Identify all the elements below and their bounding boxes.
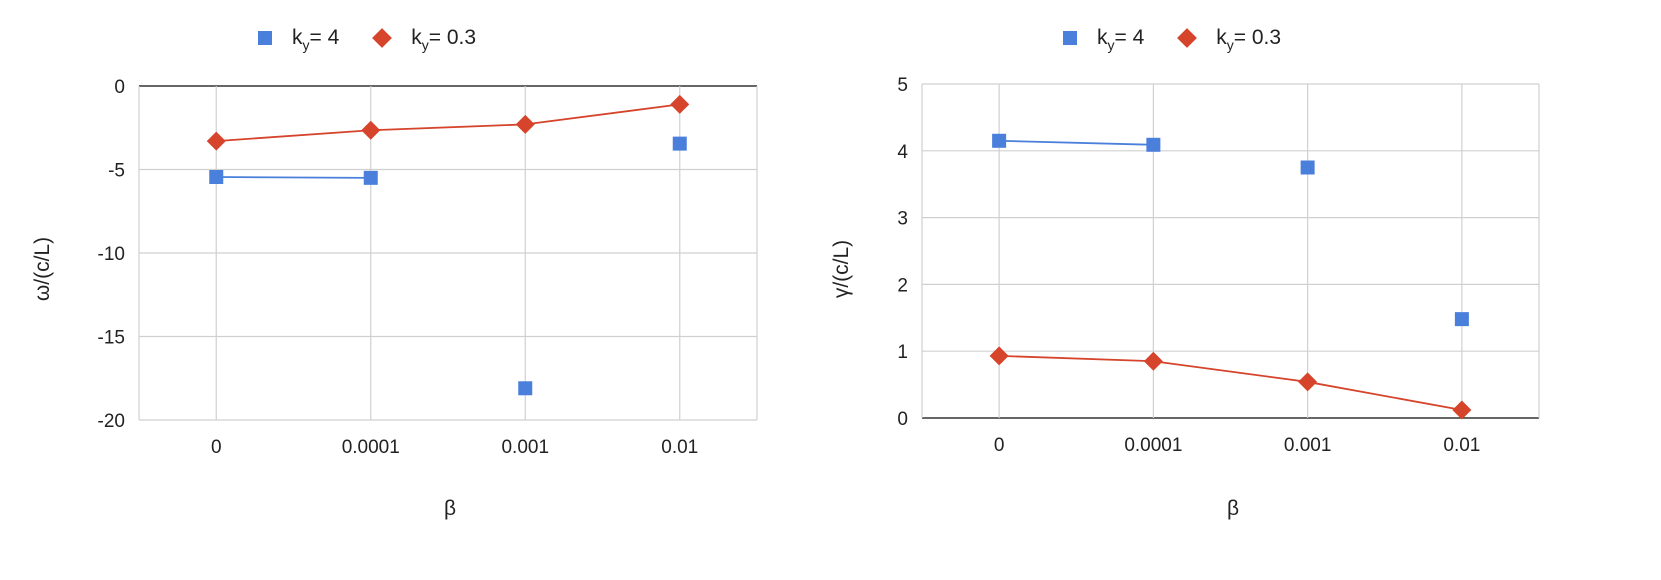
legend-label-ky4: ky= 4 xyxy=(292,26,340,53)
series-line xyxy=(999,139,1154,146)
legend-label-ky4: ky= 4 xyxy=(1097,26,1145,53)
chart-body: 5 4 3 2 1 0 0 0.0001 0.001 0.01 xyxy=(897,75,1540,456)
y-tick-label: 4 xyxy=(897,142,908,163)
y-tick-label: 0 xyxy=(897,409,908,430)
x-tick-label: 0.0001 xyxy=(1124,435,1182,456)
y-tick-label: 3 xyxy=(897,209,908,230)
x-tick-label: 0 xyxy=(994,435,1005,456)
data-point-diamond xyxy=(1143,351,1163,371)
square-marker-icon xyxy=(1063,31,1077,45)
gamma-chart-plot: 5 4 3 2 1 0 0 0.0001 0.001 0.01 xyxy=(897,75,1540,456)
data-point-square xyxy=(672,136,687,151)
y-tick-label: -20 xyxy=(98,411,125,432)
chart-body: 0 -5 -10 -15 -20 0 0.0001 0.001 0.01 xyxy=(98,77,758,458)
data-point-diamond xyxy=(206,131,226,151)
y-tick-label: -5 xyxy=(108,161,125,182)
data-point-square xyxy=(1300,160,1315,175)
legend-item-ky03: ky= 0.3 xyxy=(372,26,477,53)
x-axis-title: β xyxy=(443,497,457,520)
series-line xyxy=(216,129,371,143)
data-point-diamond xyxy=(1452,400,1472,420)
x-tick-label: 0.0001 xyxy=(342,437,400,458)
y-tick-label: -10 xyxy=(98,244,125,265)
data-point-square xyxy=(209,170,224,185)
y-tick-label: 1 xyxy=(897,342,908,363)
legend-item-ky4: ky= 4 xyxy=(1063,26,1145,53)
x-tick-label: 0.01 xyxy=(661,437,698,458)
legend-item-ky4: ky= 4 xyxy=(258,26,340,53)
series-line xyxy=(1153,360,1308,383)
x-tick-label: 0 xyxy=(211,437,222,458)
series-line xyxy=(370,123,526,132)
data-point-diamond xyxy=(989,346,1009,366)
data-point-diamond xyxy=(515,114,535,134)
omega-chart-panel: ky= 4 ky= 0.3 0 -5 -10 -15 -20 0 0.0001 0.001 0.… xyxy=(0,0,830,580)
data-point-diamond xyxy=(670,94,690,114)
square-marker-icon xyxy=(258,31,272,45)
y-axis-title: γ/(c/L) xyxy=(830,239,853,299)
chart-legend: ky= 4 ky= 0.3 xyxy=(1063,26,1317,53)
y-tick-label: -15 xyxy=(98,328,125,349)
legend-label-ky03: ky= 0.3 xyxy=(1216,26,1282,53)
series-line xyxy=(216,176,371,179)
x-tick-label: 0.001 xyxy=(1284,435,1332,456)
data-point-diamond xyxy=(1298,372,1318,392)
y-axis-title: ω/(c/L) xyxy=(31,236,54,302)
legend-label-ky03: ky= 0.3 xyxy=(411,26,477,53)
data-point-diamond xyxy=(361,120,381,140)
series-line xyxy=(525,103,680,126)
y-tick-label: 5 xyxy=(897,75,908,96)
data-point-square xyxy=(518,381,533,396)
x-tick-label: 0.01 xyxy=(1443,435,1480,456)
x-axis-title: β xyxy=(1226,497,1240,520)
data-point-square xyxy=(1146,137,1161,152)
data-point-square xyxy=(992,133,1007,148)
y-tick-label: 2 xyxy=(897,275,908,296)
data-point-square xyxy=(363,170,378,185)
chart-legend: ky= 4 ky= 0.3 xyxy=(258,26,512,53)
series-line xyxy=(999,354,1154,363)
series-line xyxy=(1307,381,1463,411)
omega-chart-plot: 0 -5 -10 -15 -20 0 0.0001 0.001 0.01 xyxy=(98,77,758,458)
data-point-square xyxy=(1454,312,1469,327)
y-tick-label: 0 xyxy=(114,77,125,98)
legend-item-ky03: ky= 0.3 xyxy=(1177,26,1282,53)
gamma-chart-panel: ky= 4 ky= 0.3 5 4 3 2 1 0 0 0.0001 0.001 0.01 γ/(… xyxy=(830,0,1661,580)
x-tick-label: 0.001 xyxy=(501,437,549,458)
